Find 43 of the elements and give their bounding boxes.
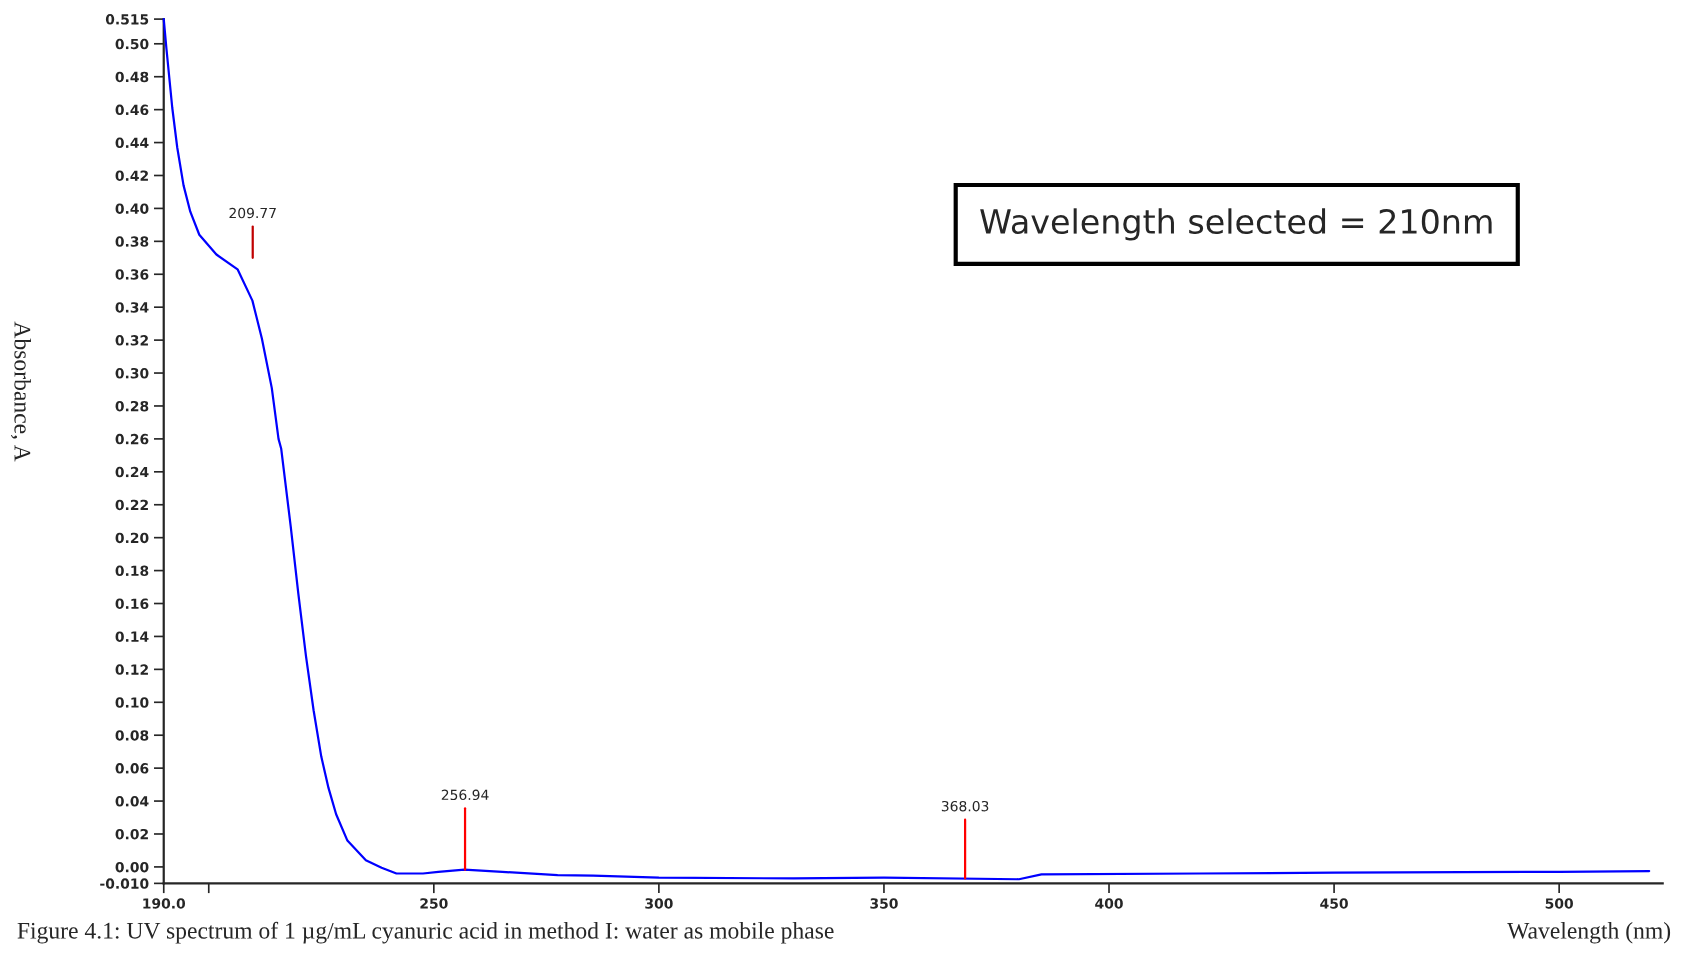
y-tick-label: 0.26 [115, 433, 149, 445]
annotation: Wavelength selected = 210nm [980, 208, 1492, 241]
x-tick-label: 500 [1545, 898, 1573, 909]
y-tick-label: 0.40 [115, 203, 149, 214]
y-tick-label: 0.22 [115, 499, 148, 511]
y-tick-label: 0.34 [115, 302, 149, 313]
annotation: 368.03 [941, 800, 989, 812]
y-tick-label: 0.20 [115, 532, 149, 544]
y-tick-label: 0.10 [115, 697, 149, 708]
y-tick-label: 0.50 [115, 38, 149, 50]
x-tick-label: 190.0 [143, 898, 186, 909]
caption: Figure 4.1: UV spectrum of 1 µg/mL cyanuric acid in method I: water as mobile phase [17, 921, 834, 944]
x-tick-label: 300 [645, 898, 673, 909]
y-tick-label: 0.32 [115, 335, 148, 346]
annotation: 256.94 [441, 789, 489, 801]
x-tick-label: 350 [870, 898, 898, 909]
y-axis-title: Absorbance, A [10, 321, 31, 462]
x-axis-title: Wavelength (nm) [1507, 922, 1671, 944]
x-tick-label: 400 [1095, 898, 1123, 909]
y-tick-label: 0.36 [115, 269, 149, 280]
y-tick-label: 0.18 [115, 565, 149, 577]
y-tick-label: 0.515 [105, 14, 149, 25]
y-tick-label: 0.44 [115, 137, 149, 149]
y-tick-label: 0.30 [115, 368, 149, 379]
annotation: 209.77 [229, 207, 276, 219]
y-tick-label: 0.46 [115, 104, 149, 116]
y-tick-label: 0.12 [115, 664, 148, 675]
x-tick-label: 450 [1320, 898, 1348, 909]
y-tick-label: 0.06 [115, 763, 149, 774]
x-tick-label: 250 [420, 898, 448, 909]
y-tick-label: 0.38 [115, 236, 149, 247]
y-tick-label: 0.48 [115, 71, 149, 83]
y-tick-label: 0.28 [115, 400, 149, 412]
y-tick-label: 0.16 [115, 598, 149, 609]
y-tick-label: 0.08 [115, 730, 149, 741]
line-series [162, 17, 1651, 881]
y-tick-label: 0.04 [115, 796, 149, 807]
y-tick-label: 0.00 [115, 861, 149, 873]
y-tick-label: -0.010 [100, 878, 149, 889]
y-tick-label: 0.42 [115, 170, 148, 181]
y-tick-label: 0.24 [115, 466, 149, 478]
y-tick-label: 0.14 [115, 631, 149, 642]
y-tick-label: 0.02 [115, 828, 148, 840]
